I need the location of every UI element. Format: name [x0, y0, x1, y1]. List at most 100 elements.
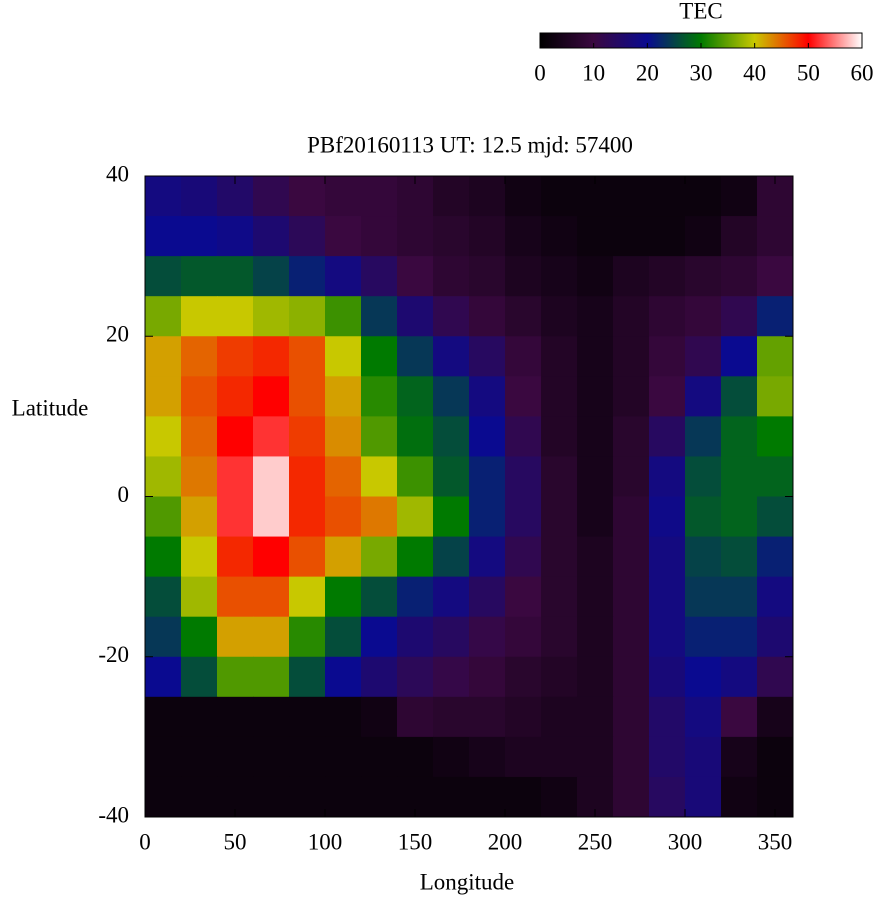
heatmap-cell	[181, 456, 218, 497]
heatmap-cell	[541, 296, 578, 337]
heatmap-cell	[433, 176, 470, 217]
heatmap-cell	[433, 776, 470, 818]
heatmap-cell	[325, 336, 362, 377]
heatmap-cell	[325, 456, 362, 497]
heatmap-cell	[505, 456, 542, 497]
heatmap-cell	[217, 296, 254, 337]
heatmap-cell	[145, 216, 182, 257]
heatmap-cell	[289, 536, 326, 578]
heatmap-cell	[253, 776, 290, 818]
heatmap-cell	[469, 576, 506, 618]
heatmap-cell	[649, 656, 686, 698]
heatmap-cell	[253, 696, 290, 738]
colorbar-tick-label: 0	[534, 60, 546, 85]
heatmap-cell	[721, 736, 758, 778]
heatmap-cell	[397, 656, 434, 698]
heatmap-cell	[181, 576, 218, 618]
heatmap-cell	[685, 216, 722, 257]
heatmap-cell	[649, 456, 686, 497]
heatmap-cell	[649, 296, 686, 337]
x-tick-label: 350	[758, 829, 793, 854]
heatmap-cell	[721, 416, 758, 457]
heatmap-cell	[649, 376, 686, 417]
heatmap-cell	[613, 376, 650, 417]
heatmap-cell	[613, 696, 650, 738]
heatmap-cell	[145, 656, 182, 698]
heatmap-cell	[145, 416, 182, 457]
heatmap-cell	[397, 416, 434, 457]
heatmap-cell	[217, 736, 254, 778]
heatmap-cell	[325, 656, 362, 698]
heatmap-cell	[145, 736, 182, 778]
heatmap-cell	[685, 456, 722, 497]
x-tick-label: 150	[398, 829, 433, 854]
heatmap-cell	[325, 536, 362, 578]
heatmap-cell	[289, 616, 326, 658]
colorbar-tick-label: 60	[851, 60, 874, 85]
heatmap-cell	[361, 336, 398, 377]
heatmap-cell	[757, 216, 794, 257]
heatmap-cell	[757, 376, 794, 417]
heatmap-cell	[757, 656, 794, 698]
heatmap-cell	[361, 776, 398, 818]
heatmap-cell	[541, 536, 578, 578]
heatmap-cell	[613, 536, 650, 578]
heatmap-cell	[145, 256, 182, 297]
heatmap-cell	[685, 696, 722, 738]
heatmap-cell	[577, 696, 614, 738]
heatmap-cell	[289, 416, 326, 457]
heatmap-cell	[289, 736, 326, 778]
heatmap-cell	[433, 256, 470, 297]
heatmap-cell	[433, 336, 470, 377]
heatmap-cell	[325, 256, 362, 297]
heatmap-cell	[721, 496, 758, 538]
heatmap-cell	[541, 656, 578, 698]
heatmap-cell	[505, 416, 542, 457]
colorbar-tick-label: 20	[636, 60, 659, 85]
heatmap-cell	[361, 296, 398, 337]
y-axis-label: Latitude	[12, 395, 89, 420]
heatmap-cell	[721, 576, 758, 618]
heatmap-cell	[181, 296, 218, 337]
heatmap-cell	[361, 216, 398, 257]
heatmap-cell	[541, 336, 578, 377]
heatmap-cell	[757, 256, 794, 297]
heatmap-cell	[145, 336, 182, 377]
heatmap-cell	[433, 576, 470, 618]
heatmap-cell	[685, 416, 722, 457]
heatmap-cell	[217, 256, 254, 297]
heatmap-cell	[577, 736, 614, 778]
heatmap-cell	[361, 616, 398, 658]
heatmap-cell	[397, 736, 434, 778]
heatmap-cell	[253, 216, 290, 257]
heatmap-cell	[577, 416, 614, 457]
heatmap-cell	[613, 576, 650, 618]
heatmap-cell	[505, 656, 542, 698]
x-tick-label: 50	[224, 829, 247, 854]
heatmap-cell	[757, 496, 794, 538]
heatmap-cell	[469, 656, 506, 698]
heatmap-cell	[469, 696, 506, 738]
heatmap-cell	[289, 776, 326, 818]
heatmap-cell	[145, 456, 182, 497]
heatmap-cell	[289, 696, 326, 738]
heatmap-cell	[613, 456, 650, 497]
heatmap-cell	[577, 656, 614, 698]
heatmap-cell	[145, 696, 182, 738]
heatmap-cell	[541, 736, 578, 778]
heatmap-cell	[145, 496, 182, 538]
heatmap-cell	[181, 336, 218, 377]
heatmap-cell	[505, 536, 542, 578]
chart-title: PBf20160113 UT: 12.5 mjd: 57400	[307, 132, 633, 157]
heatmap-cell	[541, 376, 578, 417]
heatmap-cell	[397, 456, 434, 497]
heatmap-cell	[505, 176, 542, 217]
heatmap-cell	[397, 296, 434, 337]
heatmap-cell	[577, 256, 614, 297]
heatmap-cell	[685, 616, 722, 658]
heatmap-cell	[541, 256, 578, 297]
heatmap-cell	[253, 336, 290, 377]
heatmap-cell	[721, 696, 758, 738]
heatmap-cell	[397, 496, 434, 538]
